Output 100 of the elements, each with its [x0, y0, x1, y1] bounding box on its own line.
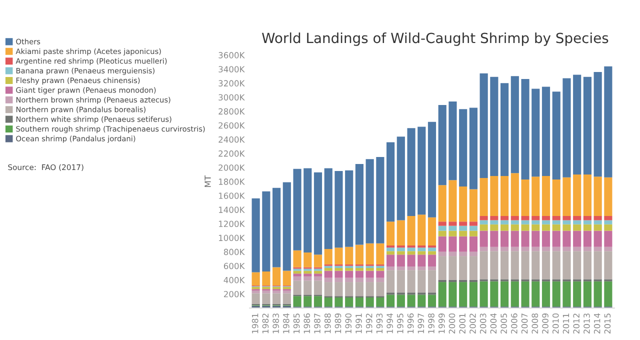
bar — [448, 236, 457, 252]
bar — [552, 251, 560, 280]
x-tick-label: 1983 — [272, 314, 279, 334]
bar — [594, 251, 602, 280]
bar — [304, 280, 312, 295]
bar — [490, 230, 498, 247]
x-tick-label: 1993 — [376, 314, 383, 334]
bar — [583, 230, 592, 247]
bar — [252, 290, 260, 294]
bar — [366, 278, 374, 282]
bar — [604, 246, 612, 252]
bar — [532, 251, 540, 280]
bar — [448, 101, 457, 180]
bar — [480, 281, 488, 307]
x-tick-label: 1998 — [428, 313, 434, 334]
bar — [469, 222, 478, 226]
bar — [490, 176, 498, 216]
bar — [282, 293, 291, 304]
bar — [396, 251, 405, 255]
x-tick-label: 2010 — [552, 313, 559, 334]
bar — [314, 280, 322, 295]
bar — [562, 281, 571, 307]
bar — [510, 281, 519, 307]
bar — [418, 248, 426, 252]
bar — [510, 173, 519, 216]
bar — [438, 222, 446, 226]
bar — [532, 220, 540, 224]
bar — [262, 191, 270, 272]
bar — [324, 270, 332, 278]
bar — [366, 282, 374, 296]
x-tick-label: 2005 — [500, 314, 507, 334]
x-tick-label: 1991 — [356, 314, 362, 334]
bar — [334, 171, 343, 248]
x-tick-label: 1992 — [366, 314, 372, 334]
bar — [500, 220, 509, 224]
bar — [594, 72, 602, 177]
x-tick-label: 2001 — [459, 314, 466, 334]
bar — [510, 224, 519, 231]
bar — [448, 180, 457, 222]
bar — [542, 216, 550, 220]
bar — [376, 298, 384, 307]
bar — [345, 298, 354, 307]
bar — [480, 216, 488, 220]
y-tick-label: 600K — [224, 262, 245, 270]
y-tick-label: 1600K — [218, 192, 245, 199]
bar — [324, 168, 332, 250]
bar — [282, 270, 291, 286]
bar — [573, 230, 582, 247]
bar — [418, 254, 426, 267]
bar — [355, 270, 364, 278]
bar — [407, 266, 416, 270]
bar — [573, 216, 582, 220]
bar — [480, 246, 488, 252]
bar — [459, 230, 468, 236]
bar — [407, 251, 416, 255]
x-tick-label: 2015 — [604, 314, 611, 334]
bar — [500, 246, 509, 252]
bar — [345, 246, 354, 264]
bar — [542, 230, 550, 247]
bar — [418, 251, 426, 255]
y-tick-label: 1800K — [218, 178, 245, 185]
x-tick-label: 1982 — [262, 314, 269, 334]
bar — [480, 73, 488, 178]
x-tick-label: 1989 — [334, 313, 342, 334]
bar — [428, 251, 436, 255]
bar — [334, 278, 343, 282]
bar — [386, 248, 395, 252]
bar — [272, 188, 281, 268]
bar — [407, 216, 416, 246]
bar — [604, 66, 612, 178]
y-tick-label: 2400K — [218, 136, 245, 143]
y-tick-label: 1000K — [218, 234, 245, 242]
bar — [304, 274, 312, 276]
y-tick-label: 1200K — [218, 220, 245, 228]
bar — [334, 270, 343, 278]
bar — [510, 216, 519, 220]
bar — [521, 230, 530, 247]
bar — [386, 294, 395, 307]
bar — [594, 246, 602, 252]
x-tick-label: 1988 — [324, 313, 331, 334]
bar — [428, 254, 436, 267]
bar — [604, 224, 612, 231]
bar — [542, 251, 550, 280]
bar — [459, 226, 468, 231]
bar — [418, 294, 426, 307]
bar — [594, 230, 602, 247]
x-tick-label: 2014 — [594, 313, 600, 334]
bar — [521, 179, 530, 216]
bar — [480, 230, 488, 247]
bar — [604, 281, 612, 307]
bar — [345, 268, 354, 271]
bar — [252, 272, 260, 286]
bar — [552, 179, 560, 216]
bar — [438, 256, 446, 280]
bar — [532, 281, 540, 307]
bar — [438, 236, 446, 252]
bar — [459, 236, 468, 252]
bar — [459, 256, 468, 280]
bar — [428, 122, 436, 218]
bar — [386, 222, 395, 246]
